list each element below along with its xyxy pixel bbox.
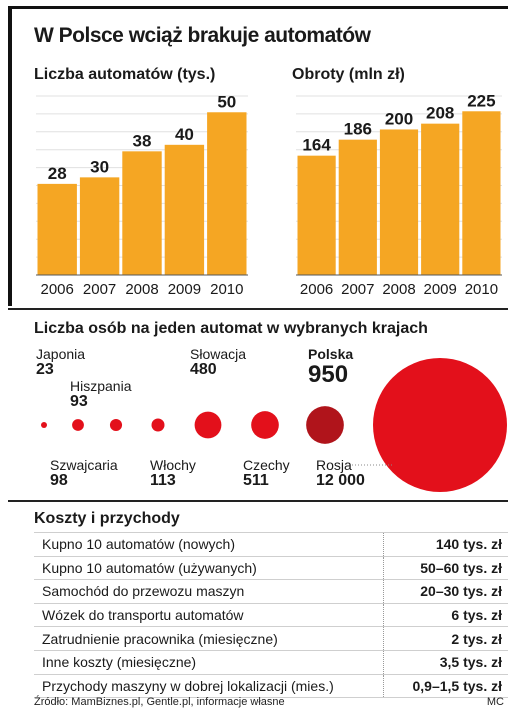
- data-label: 208: [426, 104, 454, 123]
- bar: [462, 111, 501, 275]
- country-name: Słowacja: [190, 346, 247, 362]
- bar: [379, 129, 419, 275]
- bar: [338, 139, 377, 275]
- bubble: [251, 411, 279, 439]
- cost-value: 50–60 tys. zł: [383, 556, 508, 581]
- bar: [297, 155, 336, 275]
- country-value: 113: [150, 472, 176, 489]
- tick-label: 2006: [41, 281, 74, 298]
- data-label: 30: [90, 157, 109, 176]
- cost-value: 20–30 tys. zł: [383, 579, 508, 604]
- bubble-label: Rosja 12 000: [316, 457, 365, 489]
- bar: [207, 112, 247, 275]
- data-label: 186: [344, 120, 372, 139]
- cost-value: 140 tys. zł: [383, 532, 508, 557]
- data-label: 164: [302, 136, 331, 155]
- data-label: 40: [175, 125, 194, 144]
- data-label: 38: [133, 131, 152, 150]
- table-row: Kupno 10 automatów (używanych) 50–60 tys.…: [34, 556, 508, 581]
- country-value: 511: [243, 472, 269, 489]
- top-rule: [8, 6, 508, 9]
- bar: [164, 144, 205, 275]
- data-label: 225: [467, 91, 495, 110]
- cost-value: 2 tys. zł: [383, 626, 508, 651]
- bar: [37, 183, 77, 275]
- table-row: Samochód do przewozu maszyn 20–30 tys. zł: [34, 579, 508, 604]
- table-row: Przychody maszyny w dobrej lokalizacji (…: [34, 674, 508, 699]
- country-name: Japonia: [36, 346, 86, 362]
- country-value: 12 000: [316, 472, 365, 489]
- cost-label: Zatrudnienie pracownika (miesięczne): [34, 626, 384, 651]
- cost-label: Samochód do przewozu maszyn: [34, 579, 384, 604]
- country-name: Polska: [308, 346, 354, 362]
- tick-label: 2009: [424, 281, 457, 298]
- cost-label: Inne koszty (miesięczne): [34, 650, 384, 675]
- bubble-label: Polska 950: [308, 346, 353, 388]
- country-value: 93: [70, 393, 88, 410]
- bubble: [41, 422, 47, 428]
- frame-left-bar: [8, 6, 12, 306]
- country-name: Szwajcaria: [50, 457, 118, 473]
- bubble-label: Hiszpania 93: [70, 378, 131, 410]
- cost-value: 3,5 tys. zł: [383, 650, 508, 675]
- cost-label: Przychody maszyny w dobrej lokalizacji (…: [34, 674, 384, 699]
- country-value: 98: [50, 472, 68, 489]
- table-row: Kupno 10 automatów (nowych) 140 tys. zł: [34, 532, 508, 557]
- section-divider-2: [8, 500, 508, 502]
- data-label: 200: [385, 109, 413, 128]
- bubble: [306, 406, 344, 444]
- bubble: [373, 358, 507, 492]
- country-value: 950: [308, 361, 349, 388]
- bar: [79, 177, 120, 275]
- chart-title-revenue: Obroty (mln zł): [292, 66, 405, 83]
- tick-label: 2010: [465, 281, 498, 298]
- table-row: Wózek do transportu automatów 6 tys. zł: [34, 603, 508, 628]
- bubble-label: Szwajcaria 98: [50, 457, 118, 489]
- tick-label: 2007: [341, 281, 374, 298]
- tick-label: 2008: [125, 281, 158, 298]
- tick-label: 2009: [168, 281, 201, 298]
- chart-title-count: Liczba automatów (tys.): [34, 66, 216, 83]
- table-row: Inne koszty (miesięczne) 3,5 tys. zł: [34, 650, 508, 675]
- source-note: Źródło: MamBiznes.pl, Gentle.pl, informa…: [34, 696, 285, 708]
- tick-label: 2007: [83, 281, 116, 298]
- tick-label: 2006: [300, 281, 333, 298]
- section-divider: [8, 308, 508, 310]
- tick-label: 2010: [210, 281, 243, 298]
- tick-label: 2008: [382, 281, 415, 298]
- bubble-label: Włochy 113: [150, 457, 196, 489]
- cost-label: Kupno 10 automatów (nowych): [34, 532, 384, 557]
- author-initials: MC: [486, 696, 504, 708]
- country-value: 23: [36, 361, 54, 378]
- bubble-label: Słowacja 480: [190, 346, 246, 378]
- costs-title: Koszty i przychody: [34, 510, 180, 527]
- bubble-chart-title: Liczba osób na jeden automat w wybranych…: [34, 320, 428, 337]
- bubble-label: Japonia 23: [36, 346, 85, 378]
- country-value: 480: [190, 361, 217, 378]
- table-row: Zatrudnienie pracownika (miesięczne) 2 ty…: [34, 626, 508, 651]
- costs-table: Kupno 10 automatów (nowych) 140 tys. zł Ku…: [34, 532, 508, 699]
- country-name: Czechy: [243, 457, 290, 473]
- cost-value: 0,9–1,5 tys. zł: [383, 674, 508, 699]
- bar: [421, 123, 460, 275]
- data-label: 28: [48, 164, 67, 183]
- cost-label: Wózek do transportu automatów: [34, 603, 384, 628]
- bar: [122, 151, 162, 275]
- page-title: W Polsce wciąż brakuje automatów: [34, 24, 371, 47]
- bubble-label: Czechy 511: [243, 457, 290, 489]
- country-name: Włochy: [150, 457, 196, 473]
- cost-label: Kupno 10 automatów (używanych): [34, 556, 384, 581]
- data-label: 50: [217, 92, 236, 111]
- bubble: [72, 419, 84, 431]
- bubble: [151, 418, 165, 432]
- bubble: [109, 418, 123, 432]
- cost-value: 6 tys. zł: [383, 603, 508, 628]
- country-name: Rosja: [316, 457, 352, 473]
- bubble: [194, 411, 222, 439]
- country-name: Hiszpania: [70, 378, 132, 394]
